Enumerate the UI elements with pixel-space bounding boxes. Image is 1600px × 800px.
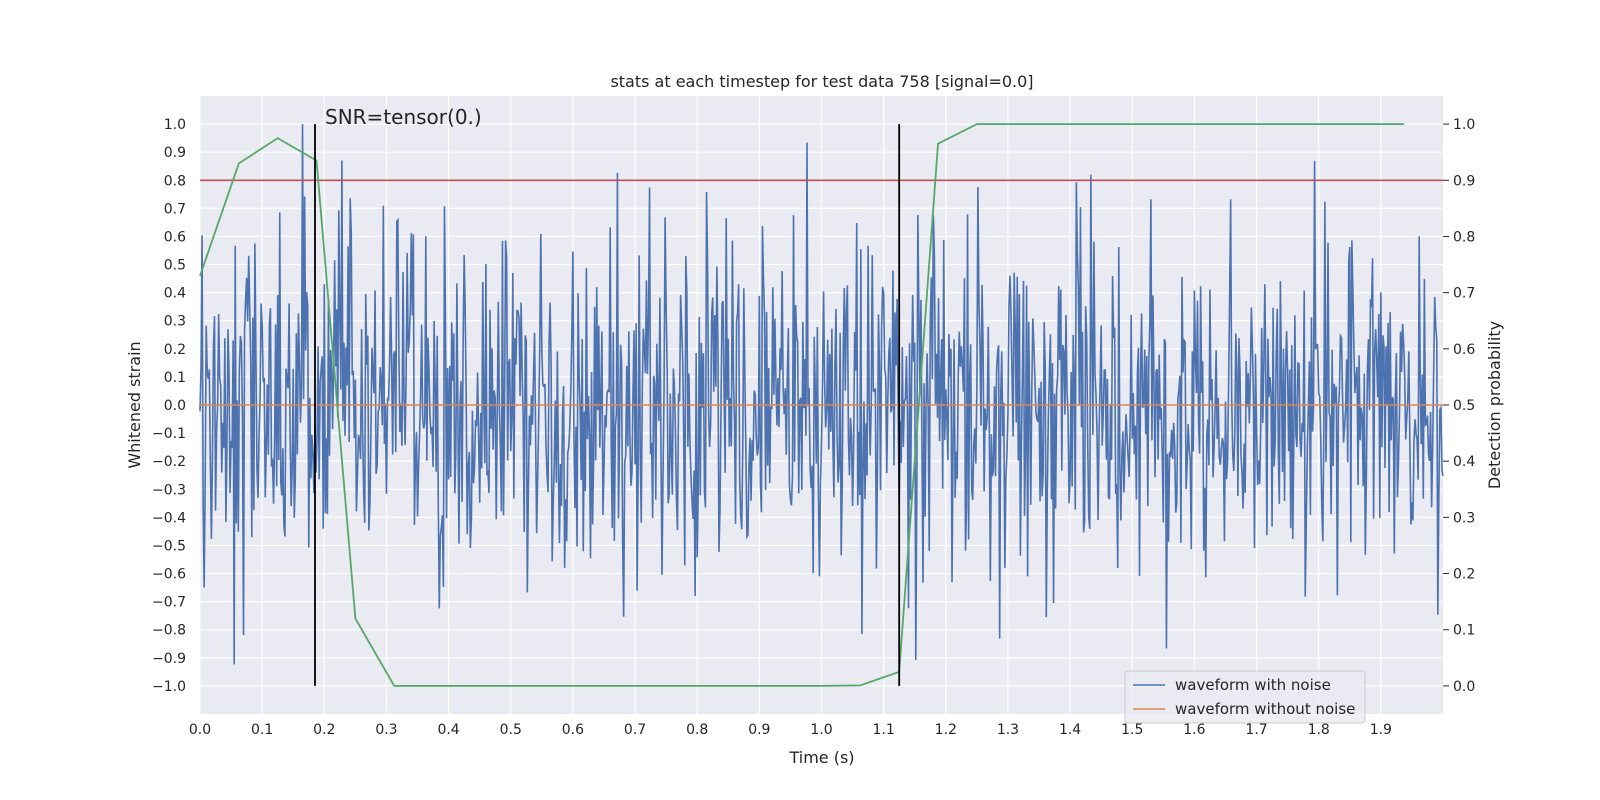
y-tick-label: 0.3	[164, 314, 186, 330]
y-tick-label: −0.9	[152, 651, 186, 667]
series-waveform-with-noise	[199, 124, 1444, 665]
x-tick-label: 0.2	[313, 722, 335, 738]
y-tick-label: 0.7	[164, 201, 186, 217]
x-tick-label: 1.3	[997, 722, 1019, 738]
x-tick-label: 1.6	[1183, 722, 1205, 738]
x-tick-label: 1.7	[1245, 722, 1267, 738]
y-tick-label: −0.4	[152, 510, 186, 526]
y-tick-label: 0.2	[164, 342, 186, 358]
y-tick-label: 0.8	[164, 173, 186, 189]
y-tick-label: 0.9	[164, 145, 186, 161]
ticks: 0.0 0.1 0.2 0.3 0.4 0.5 0.6 0.7 0.8 0.9 1.0 1.1 1.2 1…	[152, 117, 1475, 738]
y2-axis-label: Detection probability	[1485, 321, 1504, 489]
legend: waveform with noise waveform without noi…	[1124, 670, 1366, 724]
y-tick-label: 0.1	[164, 370, 186, 386]
y2-tick-label: 0.4	[1453, 454, 1475, 470]
y-tick-label: −1.0	[152, 679, 186, 695]
y2-tick-label: 0.0	[1453, 679, 1475, 695]
y2-tick-label: 0.9	[1453, 173, 1475, 189]
y2-tick-label: 0.6	[1453, 342, 1475, 358]
y-tick-label: 0.6	[164, 229, 186, 245]
y-tick-label: 0.5	[164, 258, 186, 274]
chart-title: stats at each timestep for test data 758…	[610, 72, 1033, 91]
x-tick-label: 1.1	[873, 722, 895, 738]
x-tick-label: 0.3	[375, 722, 397, 738]
y-tick-label: −0.5	[152, 538, 186, 554]
snr-annotation: SNR=tensor(0.)	[325, 105, 482, 129]
y-tick-label: −0.2	[152, 454, 186, 470]
y-tick-label: 1.0	[164, 117, 186, 133]
y-tick-label: 0.0	[164, 398, 186, 414]
y2-tick-label: 0.7	[1453, 286, 1475, 302]
y-tick-label: 0.4	[164, 286, 186, 302]
y-tick-label: −0.1	[152, 426, 186, 442]
x-tick-label: 1.0	[810, 722, 832, 738]
x-tick-label: 1.9	[1370, 722, 1392, 738]
y2-tick-label: 0.1	[1453, 623, 1475, 639]
y2-tick-label: 0.2	[1453, 567, 1475, 583]
y2-tick-label: 0.8	[1453, 229, 1475, 245]
x-tick-label: 0.9	[748, 722, 770, 738]
x-tick-label: 1.2	[935, 722, 957, 738]
legend-box	[1124, 670, 1366, 724]
x-axis-label: Time (s)	[788, 748, 854, 767]
x-tick-label: 0.6	[562, 722, 584, 738]
y2-tick-label: 0.3	[1453, 510, 1475, 526]
legend-label-noise: waveform with noise	[1175, 676, 1331, 694]
x-tick-label: 0.0	[189, 722, 211, 738]
x-tick-label: 0.8	[686, 722, 708, 738]
series-detection-probability	[199, 123, 1405, 687]
y2-tick-label: 0.5	[1453, 398, 1475, 414]
x-tick-label: 0.1	[251, 722, 273, 738]
legend-label-clean: waveform without noise	[1175, 700, 1355, 718]
x-tick-label: 0.7	[624, 722, 646, 738]
x-tick-label: 1.5	[1121, 722, 1143, 738]
y-tick-label: −0.3	[152, 482, 186, 498]
plot-content	[199, 123, 1444, 687]
x-tick-label: 1.4	[1059, 722, 1081, 738]
y-tick-label: −0.8	[152, 623, 186, 639]
x-tick-label: 1.8	[1308, 722, 1330, 738]
x-tick-label: 0.5	[500, 722, 522, 738]
y-tick-label: −0.7	[152, 595, 186, 611]
x-tick-label: 0.4	[437, 722, 459, 738]
y2-tick-label: 1.0	[1453, 117, 1475, 133]
y-axis-label: Whitened strain	[125, 341, 144, 468]
y-tick-label: −0.6	[152, 567, 186, 583]
